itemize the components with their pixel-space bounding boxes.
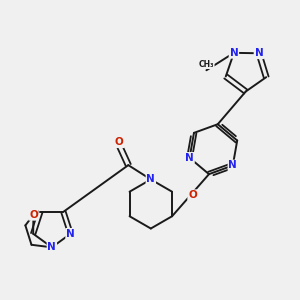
Text: O: O	[115, 137, 124, 147]
Text: N: N	[230, 48, 238, 58]
Text: N: N	[66, 229, 75, 239]
Text: N: N	[185, 153, 194, 163]
Text: O: O	[29, 210, 38, 220]
Text: N: N	[254, 48, 263, 58]
Text: N: N	[47, 242, 56, 252]
Text: O: O	[188, 190, 197, 200]
Text: N: N	[146, 174, 155, 184]
Text: N: N	[228, 160, 237, 170]
Text: CH₃: CH₃	[199, 60, 214, 69]
